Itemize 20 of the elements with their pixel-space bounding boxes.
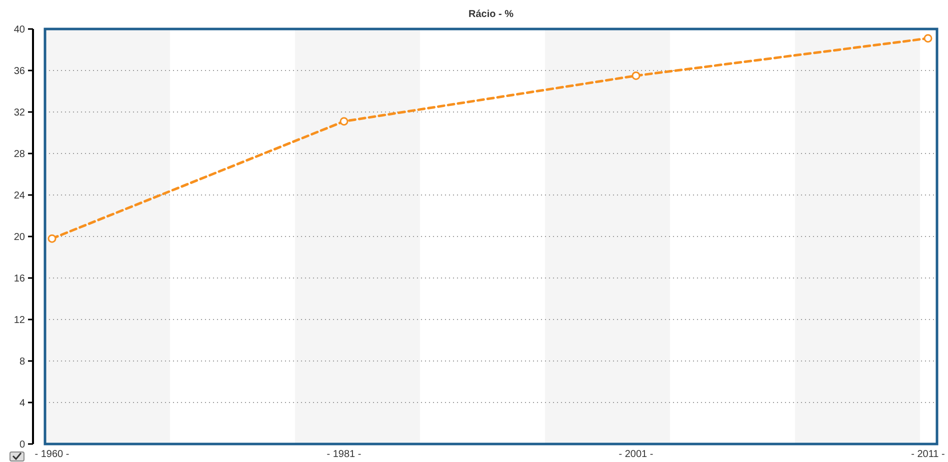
point — [340, 117, 348, 126]
y-tick-label: 4 — [19, 398, 26, 409]
y-tick-label: 12 — [14, 315, 26, 326]
x-tick-label: - 2001 - — [618, 449, 654, 460]
x-tick-label: - 1960 - — [34, 449, 70, 460]
y-tick-label: 8 — [19, 356, 26, 368]
point — [632, 71, 640, 80]
chart-title: Rácio - % — [468, 9, 514, 20]
point — [48, 234, 56, 243]
y-tick-label: 16 — [14, 274, 26, 284]
y-tick-label: 32 — [14, 108, 26, 118]
y-tick-label: 36 — [14, 66, 26, 77]
y-tick-label: 24 — [14, 190, 26, 202]
y-tick-label: 40 — [14, 24, 26, 36]
y-tick-label: 28 — [14, 149, 26, 160]
y-tick-label: 20 — [14, 232, 26, 243]
x-tick-label: - 1981 - — [326, 449, 362, 460]
point — [924, 34, 932, 43]
y-tick-label: 0 — [19, 440, 26, 450]
x-tick-label: - 2011 - — [911, 449, 945, 460]
